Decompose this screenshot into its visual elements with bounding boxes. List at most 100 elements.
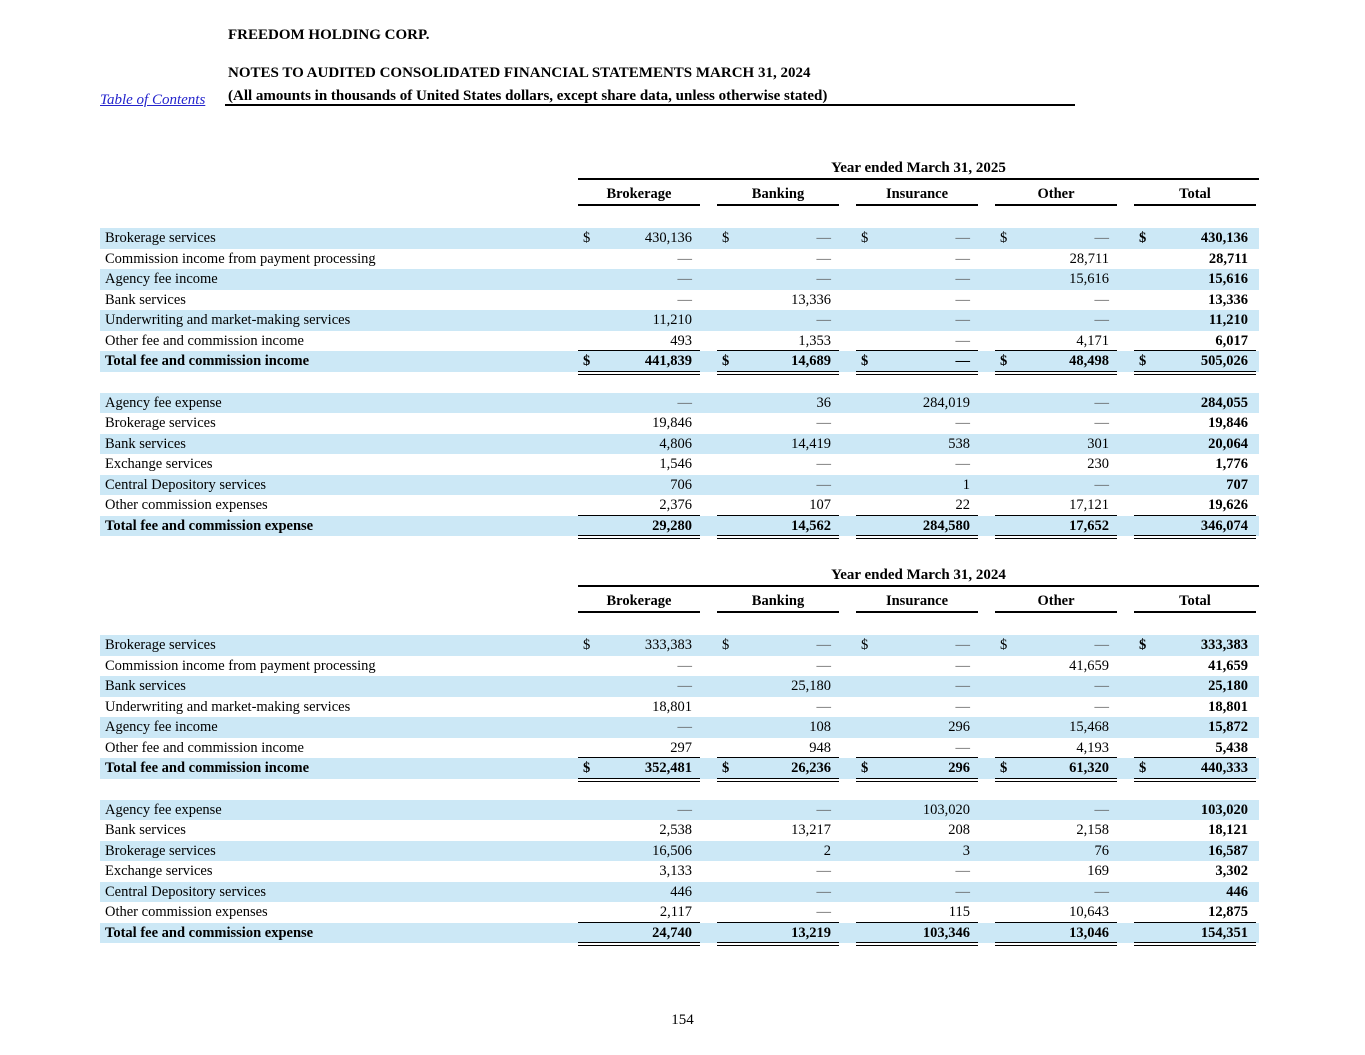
cell-value: 15,616 bbox=[1208, 271, 1248, 287]
cell-group: 2,158 bbox=[995, 820, 1117, 841]
cell-value: — bbox=[1094, 637, 1110, 653]
cell-value: 505,026 bbox=[1200, 353, 1248, 369]
cell-value: 103,346 bbox=[922, 924, 970, 941]
cell-group: 208 bbox=[856, 820, 978, 841]
cell-group: — bbox=[856, 861, 978, 882]
column-header: Brokerage bbox=[578, 185, 700, 206]
cell-group: — bbox=[856, 676, 978, 697]
cell-value: 707 bbox=[1226, 476, 1248, 493]
column-header-row: Brokerage Banking Insurance Other Total bbox=[100, 185, 1259, 206]
cell-group: $26,236 bbox=[717, 758, 839, 781]
cell-group: — bbox=[995, 800, 1117, 821]
cell-group: 706 bbox=[578, 475, 700, 496]
cell-value: 706 bbox=[670, 476, 692, 493]
column-header: Total bbox=[1134, 592, 1256, 613]
table-row: Brokerage services 19,846 — — — 19,846 bbox=[100, 413, 1259, 434]
cell-group: 36 bbox=[717, 393, 839, 414]
cell-value: — bbox=[677, 291, 693, 308]
row-label: Commission income from payment processin… bbox=[105, 250, 376, 267]
cell-group: 284,019 bbox=[856, 393, 978, 414]
cell-group: 18,801 bbox=[1134, 697, 1256, 718]
cell-value: 230 bbox=[1087, 456, 1109, 472]
currency-symbol: $ bbox=[583, 760, 591, 776]
table-of-contents-link[interactable]: Table of Contents bbox=[100, 92, 206, 108]
cell-value: — bbox=[816, 312, 832, 328]
row-label: Other fee and commission income bbox=[105, 332, 304, 349]
cell-group: 284,055 bbox=[1134, 393, 1256, 414]
cell-group: 16,506 bbox=[578, 841, 700, 862]
cell-group: — bbox=[856, 454, 978, 475]
table-row: Other commission expenses 2,376 107 22 17,12… bbox=[100, 495, 1259, 516]
row-label: Bank services bbox=[105, 822, 186, 838]
cell-group: $61,320 bbox=[995, 758, 1117, 781]
table-row: Agency fee income — — — 15,616 15,616 bbox=[100, 269, 1259, 290]
cell-group: — bbox=[856, 290, 978, 311]
cell-group: 2 bbox=[717, 841, 839, 862]
row-label: Brokerage services bbox=[105, 637, 216, 653]
cell-value: — bbox=[816, 476, 832, 493]
cell-value: — bbox=[816, 904, 832, 920]
cell-group: — bbox=[717, 697, 839, 718]
row-label: Underwriting and market-making services bbox=[105, 698, 351, 715]
cell-group: 4,806 bbox=[578, 434, 700, 455]
cell-group: — bbox=[856, 310, 978, 331]
cell-value: 4,806 bbox=[659, 435, 692, 452]
header-gap bbox=[100, 613, 1259, 635]
cell-value: 3,133 bbox=[659, 863, 692, 879]
currency-symbol: $ bbox=[583, 637, 591, 653]
cell-value: 48,498 bbox=[1069, 353, 1109, 369]
cell-group: 3 bbox=[856, 841, 978, 862]
cell-group: $ — bbox=[856, 351, 978, 374]
section-gap bbox=[100, 372, 1259, 393]
cell-group: 28,711 bbox=[1134, 249, 1256, 270]
cell-group: — bbox=[578, 717, 700, 738]
cell-value: 18,121 bbox=[1208, 822, 1248, 838]
cell-group: 15,616 bbox=[995, 269, 1117, 290]
cell-group: 41,659 bbox=[1134, 656, 1256, 677]
cell-group: — bbox=[995, 290, 1117, 311]
table-row: Total fee and commission expense 29,280 14… bbox=[100, 515, 1259, 539]
cell-group: — bbox=[717, 269, 839, 290]
cell-value: 41,659 bbox=[1208, 657, 1248, 674]
cell-value: — bbox=[816, 415, 832, 431]
cell-value: 296 bbox=[948, 719, 970, 735]
cell-group: — bbox=[717, 413, 839, 434]
cell-group: 346,074 bbox=[1134, 516, 1256, 539]
row-label: Bank services bbox=[105, 435, 186, 452]
cell-group: — bbox=[717, 475, 839, 496]
cell-value: — bbox=[955, 698, 971, 715]
cell-value: 29,280 bbox=[652, 517, 692, 534]
table-row: Brokerage services $430,136 $ — $ — $ — $430,136 bbox=[100, 228, 1259, 249]
cell-group: — bbox=[578, 656, 700, 677]
table-row: Agency fee expense — — 103,020 — 103,020 bbox=[100, 799, 1259, 821]
table-row: Agency fee income — 108 296 15,468 15,872 bbox=[100, 717, 1259, 738]
table-row: Total fee and commission income $352,481 $… bbox=[100, 758, 1259, 781]
cell-value: — bbox=[816, 657, 832, 674]
company-name: FREEDOM HOLDING CORP. bbox=[228, 27, 430, 43]
currency-symbol: $ bbox=[861, 637, 869, 653]
table-row: Commission income from payment processin… bbox=[100, 249, 1259, 270]
cell-group: 13,046 bbox=[995, 923, 1117, 946]
cell-value: 333,383 bbox=[1200, 637, 1248, 653]
cell-group: — bbox=[856, 697, 978, 718]
cell-value: 11,210 bbox=[652, 312, 692, 328]
cell-group: $ — bbox=[856, 635, 978, 656]
cell-value: — bbox=[955, 637, 971, 653]
cell-value: 154,351 bbox=[1200, 924, 1248, 941]
cell-value: 25,180 bbox=[791, 678, 831, 694]
cell-group: $14,689 bbox=[717, 351, 839, 374]
table-row: Bank services 2,538 13,217 208 2,158 18,121 bbox=[100, 820, 1259, 841]
row-label: Bank services bbox=[105, 291, 186, 308]
cell-value: — bbox=[955, 739, 971, 756]
currency-symbol: $ bbox=[583, 230, 591, 246]
header-rule bbox=[225, 104, 1075, 106]
table-row: Commission income from payment processin… bbox=[100, 656, 1259, 677]
currency-symbol: $ bbox=[1000, 637, 1008, 653]
cell-value: 15,616 bbox=[1069, 271, 1109, 287]
cell-value: 19,626 bbox=[1208, 497, 1248, 513]
cell-group: 24,740 bbox=[578, 923, 700, 946]
cell-group: 4,193 bbox=[995, 738, 1117, 758]
cell-value: 352,481 bbox=[644, 760, 692, 776]
cell-group: 2,376 bbox=[578, 495, 700, 516]
column-header: Insurance bbox=[856, 592, 978, 613]
